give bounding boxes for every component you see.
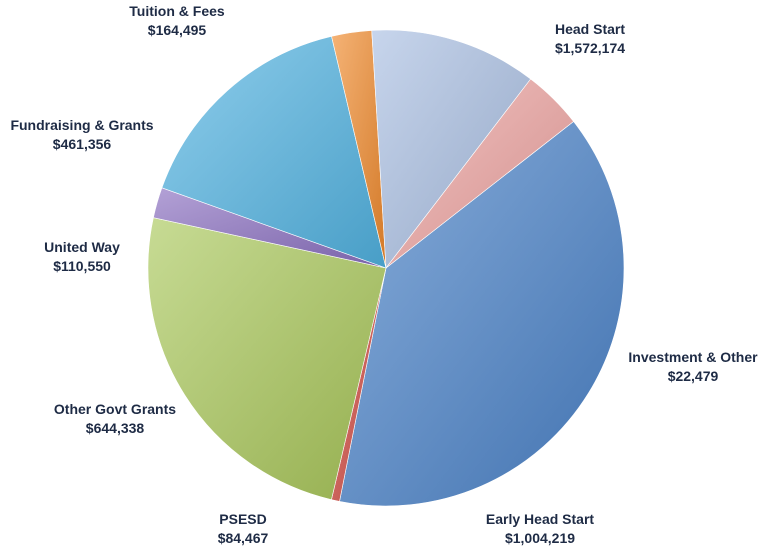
pie-slices bbox=[147, 29, 625, 507]
slice-label-other-govt-grants: Other Govt Grants bbox=[54, 401, 176, 417]
slice-label-united-way: United Way bbox=[44, 239, 120, 255]
pie-slice-early-head-start bbox=[147, 217, 387, 501]
slice-value-other-govt-grants: $644,338 bbox=[86, 420, 145, 436]
slice-label-tuition-and-fees: Tuition & Fees bbox=[129, 3, 225, 19]
slice-label-head-start: Head Start bbox=[555, 21, 625, 37]
pie-slice-head-start bbox=[339, 121, 625, 507]
slice-label-fundraising-and-grants: Fundraising & Grants bbox=[10, 117, 153, 133]
pie-slice-other-govt-grants bbox=[161, 35, 387, 269]
slice-value-psesd: $84,467 bbox=[218, 530, 269, 546]
slice-value-tuition-and-fees: $164,495 bbox=[148, 22, 207, 38]
slice-value-investment-and-other: $22,479 bbox=[668, 368, 719, 384]
pie-slice-tuition-and-fees bbox=[385, 78, 574, 269]
slice-label-psesd: PSESD bbox=[219, 511, 266, 527]
slice-value-united-way: $110,550 bbox=[53, 258, 111, 274]
pie-slice-fundraising-and-grants bbox=[371, 29, 532, 269]
slice-value-fundraising-and-grants: $461,356 bbox=[53, 136, 112, 152]
slice-value-early-head-start: $1,004,219 bbox=[505, 530, 575, 546]
slice-label-early-head-start: Early Head Start bbox=[486, 511, 594, 527]
slice-value-head-start: $1,572,174 bbox=[555, 40, 625, 56]
slice-labels: Head Start $1,572,174 Investment & Other $2… bbox=[10, 3, 758, 546]
slice-label-investment-and-other: Investment & Other bbox=[628, 349, 758, 365]
